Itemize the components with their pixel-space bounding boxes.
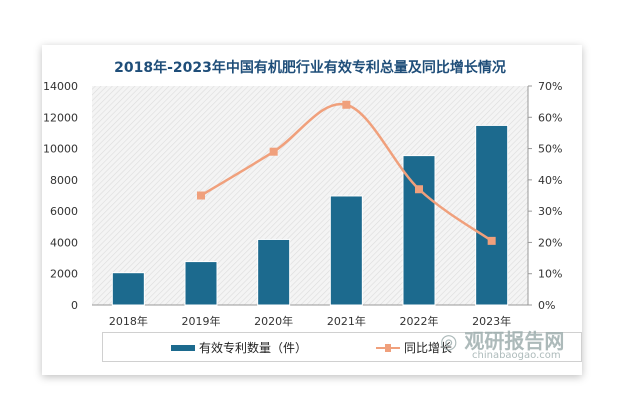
legend-item-line: 同比增长 (376, 339, 452, 356)
plot-background (92, 86, 528, 305)
y-tick-label: 4000 (50, 236, 78, 249)
y-tick-label: 6000 (50, 205, 78, 218)
y2-tick-label: 50% (538, 143, 562, 156)
x-tick-label: 2020年 (254, 314, 293, 328)
y-tick-label: 2000 (50, 268, 78, 281)
x-tick-label: 2021年 (327, 314, 366, 328)
bar (257, 238, 291, 306)
line-point (342, 100, 351, 109)
watermark-url: chinabaogao.com (472, 350, 561, 361)
bar (402, 155, 436, 306)
y-tick-label: 10000 (43, 143, 78, 156)
line-point (415, 185, 423, 194)
x-tick-label: 2018年 (109, 314, 148, 328)
legend-label: 同比增长 (404, 341, 453, 355)
y-tick-label: 8000 (50, 174, 78, 187)
legend-label: 有效专利数量（件） (199, 341, 308, 355)
bar (111, 272, 145, 306)
y-tick-label: 0 (71, 299, 78, 312)
y2-tick-label: 60% (538, 111, 562, 124)
y2-tick-label: 10% (538, 268, 562, 281)
bar (329, 195, 363, 306)
line-point (269, 147, 278, 156)
watermark-logo-icon: ◎ (440, 329, 465, 353)
line-point (197, 191, 205, 200)
y2-tick-label: 20% (538, 236, 562, 249)
legend-item-bar: 有效专利数量（件） (171, 339, 307, 356)
x-tick-label: 2019年 (182, 314, 221, 328)
bar-swatch-icon (171, 344, 195, 351)
y2-tick-label: 40% (538, 174, 562, 187)
chart-title: 2018年-2023年中国有机肥行业有效专利总量及同比增长情况 (114, 60, 506, 76)
legend: 有效专利数量（件） 同比增长 (102, 332, 582, 362)
y2-tick-label: 0% (538, 299, 555, 312)
watermark-logo: ◎ 观研报告网 (440, 325, 564, 354)
bar (475, 124, 509, 306)
bar (184, 261, 218, 306)
y-tick-label: 12000 (43, 111, 78, 124)
watermark-name: 观研报告网 (464, 329, 565, 353)
line-point (487, 236, 496, 245)
y-tick-label: 14000 (43, 80, 78, 93)
y2-tick-label: 30% (538, 205, 562, 218)
y2-tick-label: 70% (538, 80, 562, 93)
line-swatch-icon (376, 343, 400, 352)
x-tick-label: 2023年 (472, 314, 511, 328)
x-tick-label: 2022年 (400, 314, 439, 328)
